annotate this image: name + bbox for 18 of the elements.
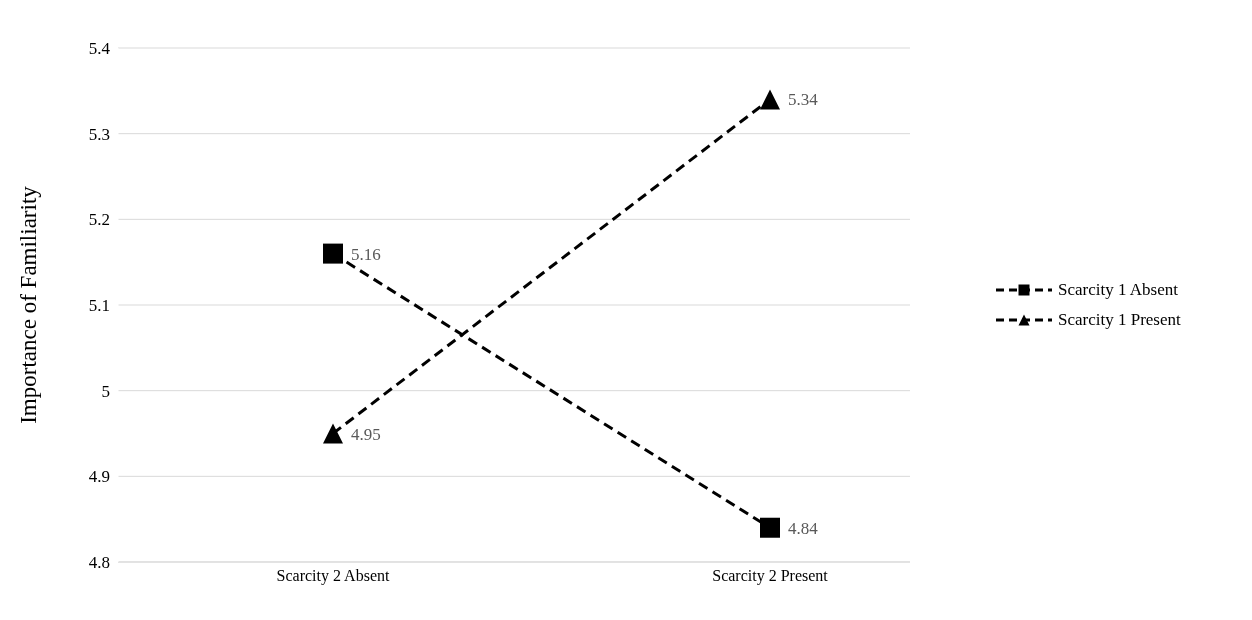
y-tick-label: 4.8 xyxy=(88,553,110,573)
data-label: 4.95 xyxy=(351,424,381,444)
point xyxy=(760,517,780,538)
data-label: 4.84 xyxy=(788,518,819,538)
y-tick-label: 4.9 xyxy=(88,467,110,487)
y-tick-label: 5.4 xyxy=(88,39,111,59)
y-tick-label: 5.3 xyxy=(88,124,110,144)
data-label: 5.16 xyxy=(351,244,381,264)
x-tick-label: Scarcity 2 Absent xyxy=(276,567,390,586)
legend-label: Scarcity 1 Absent xyxy=(1058,280,1178,300)
y-tick-label: 5.2 xyxy=(88,210,110,230)
y-tick-label: 5 xyxy=(101,381,110,401)
y-axis-title: Importance of Familiarity xyxy=(16,185,42,424)
legend-label: Scarcity 1 Present xyxy=(1058,310,1181,330)
point xyxy=(323,243,343,264)
data-label: 5.34 xyxy=(788,90,819,110)
x-tick-label: Scarcity 2 Present xyxy=(712,567,829,586)
y-tick-label: 5.1 xyxy=(88,296,110,316)
